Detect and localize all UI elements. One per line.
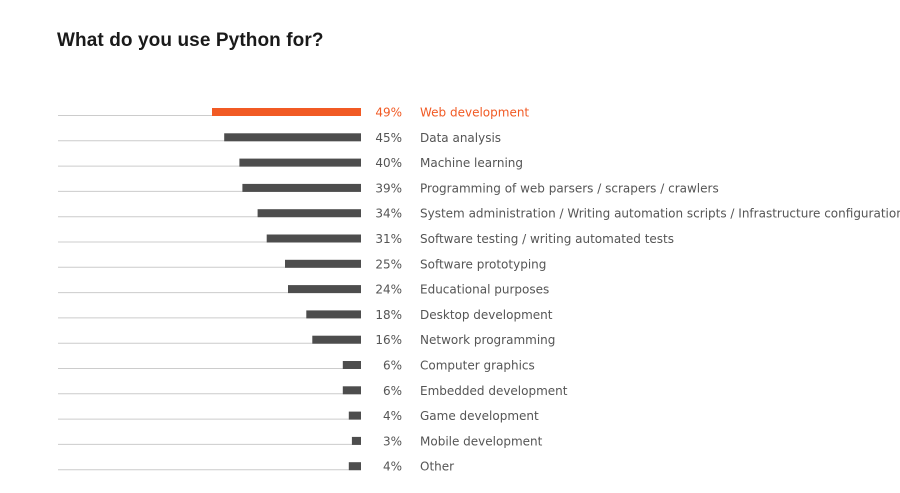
bar — [285, 259, 361, 268]
bar-row: 18% Desktop development — [58, 308, 553, 322]
bar-value-label: 4% — [383, 409, 402, 423]
category-label: Network programming — [420, 333, 555, 347]
bar-value-label: 4% — [383, 460, 402, 474]
bar-row: 49% Web development — [58, 106, 529, 120]
bar — [288, 285, 361, 294]
bar — [348, 462, 361, 471]
bar-value-label: 31% — [375, 232, 402, 246]
bar-row: 31% Software testing / writing automated … — [58, 232, 674, 246]
bar-row: 6% Embedded development — [58, 384, 568, 398]
bar-row: 16% Network programming — [58, 333, 555, 347]
category-label: Programming of web parsers / scrapers / … — [420, 181, 719, 195]
bar-value-label: 3% — [383, 434, 402, 448]
bar-value-label: 39% — [375, 181, 402, 195]
category-label: Embedded development — [420, 384, 568, 398]
bar-value-label: 40% — [375, 156, 402, 170]
bar — [306, 310, 361, 319]
category-label: Educational purposes — [420, 283, 549, 297]
bar-row: 25% Software prototyping — [58, 257, 546, 271]
bar-row: 40% Machine learning — [58, 156, 523, 170]
bar-row: 39% Programming of web parsers / scrapers… — [58, 181, 719, 195]
category-label: Other — [420, 460, 454, 474]
bar — [312, 335, 361, 344]
bar — [348, 411, 361, 420]
category-label: System administration / Writing automati… — [420, 207, 900, 221]
bar-value-label: 6% — [383, 384, 402, 398]
bar-row: 4% Game development — [58, 409, 539, 423]
bar-row: 6% Computer graphics — [58, 359, 535, 373]
bar-value-label: 25% — [375, 257, 402, 271]
bar-row: 3% Mobile development — [58, 434, 543, 448]
bar-row: 4% Other — [58, 460, 454, 474]
bar-row: 34% System administration / Writing autom… — [58, 207, 900, 221]
bar-value-label: 16% — [375, 333, 402, 347]
bar-value-label: 24% — [375, 283, 402, 297]
category-label: Computer graphics — [420, 359, 535, 373]
bar — [257, 209, 361, 218]
bar — [242, 183, 361, 192]
category-label: Game development — [420, 409, 539, 423]
category-label: Web development — [420, 106, 529, 120]
bar — [266, 234, 361, 243]
bar-value-label: 49% — [375, 106, 402, 120]
category-label: Mobile development — [420, 434, 543, 448]
bar — [351, 436, 361, 445]
bar — [212, 108, 361, 116]
category-label: Data analysis — [420, 131, 501, 145]
bar — [224, 133, 361, 142]
bar-value-label: 45% — [375, 131, 402, 145]
bar-value-label: 18% — [375, 308, 402, 322]
bar — [342, 361, 361, 369]
category-label: Software prototyping — [420, 257, 546, 271]
category-label: Machine learning — [420, 156, 523, 170]
bar-value-label: 34% — [375, 207, 402, 221]
category-label: Desktop development — [420, 308, 553, 322]
bar-row: 45% Data analysis — [58, 131, 501, 145]
bar-value-label: 6% — [383, 359, 402, 373]
chart-title: What do you use Python for? — [57, 30, 324, 51]
bar — [239, 158, 361, 167]
bar — [342, 386, 361, 395]
category-label: Software testing / writing automated tes… — [420, 232, 674, 246]
bar-row: 24% Educational purposes — [58, 283, 549, 297]
